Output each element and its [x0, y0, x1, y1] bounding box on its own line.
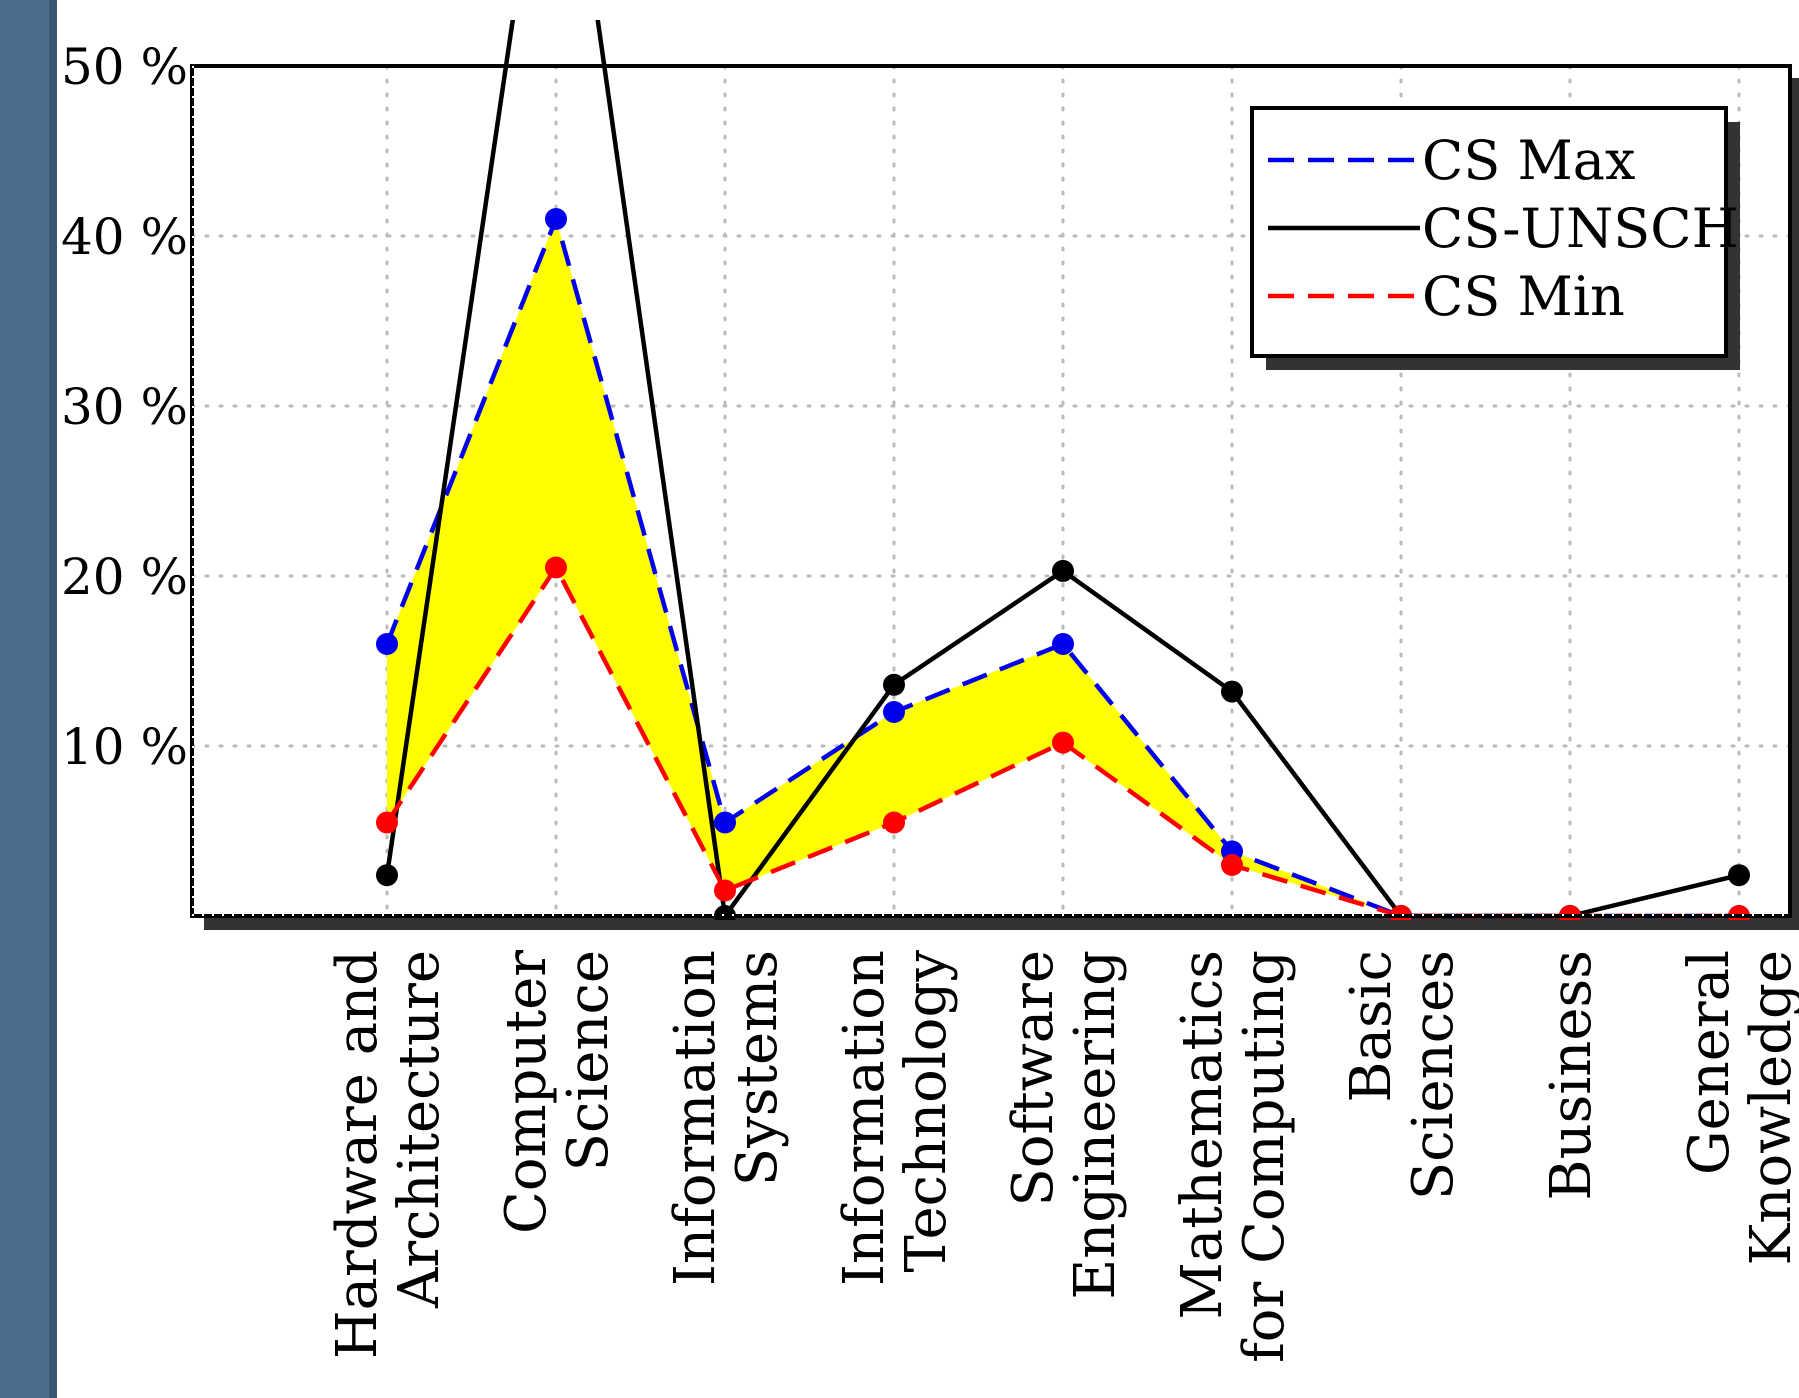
x-tick-label: Knowledge — [1739, 950, 1799, 1265]
data-point-cs-unsch — [1221, 680, 1243, 703]
data-point-cs-max — [883, 701, 905, 723]
data-point-cs-unsch — [1052, 559, 1074, 582]
data-point-cs-unsch — [1728, 864, 1750, 887]
data-point-cs-max — [545, 208, 567, 230]
y-tick-label: 10 % — [61, 718, 188, 776]
x-tick-label: Mathematics — [1170, 950, 1235, 1319]
x-tick-label: Architecture — [387, 950, 452, 1309]
x-tick-label: Software — [1001, 950, 1066, 1207]
x-tick-label: Science — [556, 950, 621, 1171]
x-tick-label: for Computing — [1232, 950, 1297, 1363]
page-side-bar — [0, 0, 57, 1398]
data-point-cs-unsch — [883, 673, 905, 696]
legend-label: CS Max — [1422, 129, 1635, 192]
y-tick-label: 40 % — [61, 208, 188, 266]
x-tick-label: Information — [663, 950, 728, 1286]
data-point-cs-min — [883, 811, 905, 834]
x-tick-label: Information — [832, 950, 897, 1286]
data-point-cs-max — [714, 811, 736, 834]
x-tick-label: Engineering — [1063, 950, 1128, 1300]
plot-shadow-right — [1790, 78, 1799, 930]
x-tick-label: Sciences — [1401, 950, 1466, 1200]
x-tick-label: Computer — [494, 950, 559, 1234]
legend-label: CS-UNSCH — [1422, 197, 1739, 260]
y-tick-label: 30 % — [61, 378, 188, 436]
data-point-cs-max — [1052, 633, 1074, 655]
y-tick-label: 20 % — [61, 548, 188, 606]
data-point-cs-min — [1221, 854, 1243, 876]
x-tick-label: Systems — [725, 950, 790, 1186]
data-point-cs-min — [545, 556, 567, 579]
data-point-cs-min — [714, 879, 736, 902]
data-point-cs-max — [376, 633, 398, 655]
data-point-cs-min — [376, 811, 398, 834]
data-point-cs-unsch — [376, 864, 398, 887]
y-tick-label: 50 % — [61, 38, 188, 96]
y-axis: 10 % 20 % 30 % 40 % 50 % — [61, 38, 1790, 916]
x-tick-label: Technology — [894, 950, 959, 1273]
legend-box — [1250, 106, 1728, 358]
x-tick-label: General — [1677, 950, 1742, 1175]
legend-label: CS Min — [1422, 265, 1625, 328]
x-tick-label: Basic — [1339, 950, 1404, 1103]
x-tick-label: Hardware and — [325, 950, 390, 1359]
data-point-cs-min — [1052, 731, 1074, 754]
x-tick-label: Business — [1539, 950, 1604, 1201]
plot-frame — [190, 64, 1792, 918]
